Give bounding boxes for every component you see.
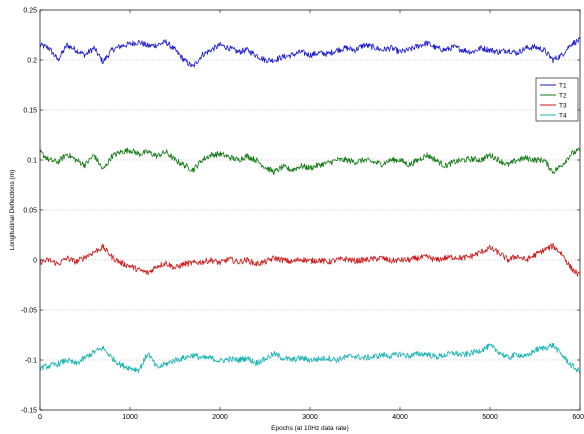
legend-label: T2 [559, 92, 567, 99]
series-line-t1 [39, 37, 581, 68]
legend: T1 T2 T3 T4 [535, 77, 579, 122]
series-line-t4 [39, 342, 581, 374]
y-tick-label: 0.05 [23, 208, 37, 215]
y-tick-label: 0.1 [27, 158, 37, 165]
y-tick-label: 0.25 [23, 8, 37, 15]
y-tick-label: -0.05 [21, 308, 37, 315]
legend-label: T4 [559, 112, 567, 119]
x-tick-label: 3000 [302, 414, 318, 421]
x-tick-label: 1000 [122, 414, 138, 421]
x-axis-title: Epochs (at 10Hz data rate) [271, 425, 349, 432]
x-tick-label: 5000 [482, 414, 498, 421]
y-tick-label: -0.15 [21, 408, 37, 415]
series-line-t2 [39, 147, 581, 176]
series-lines [39, 37, 581, 374]
x-tick-label: 4000 [392, 414, 408, 421]
legend-label: T3 [559, 102, 567, 109]
axis-ticks: -0.15 -0.1 -0.05 0 0.05 0.1 0.15 0.2 0.25 0 1000 20… [21, 8, 584, 422]
y-tick-label: -0.1 [25, 358, 37, 365]
y-tick-label: 0.15 [23, 108, 37, 115]
x-tick-label: 600 [572, 414, 584, 421]
series-line-t3 [39, 242, 581, 277]
x-tick-label: 0 [38, 414, 42, 421]
grid-lines [40, 59, 580, 361]
y-tick-label: 0.2 [27, 58, 37, 65]
y-tick-label: 0 [33, 258, 37, 265]
x-tick-label: 2000 [212, 414, 228, 421]
legend-label: T1 [559, 82, 567, 89]
y-axis-title: Longitudinal Deflections (m) [9, 170, 16, 251]
